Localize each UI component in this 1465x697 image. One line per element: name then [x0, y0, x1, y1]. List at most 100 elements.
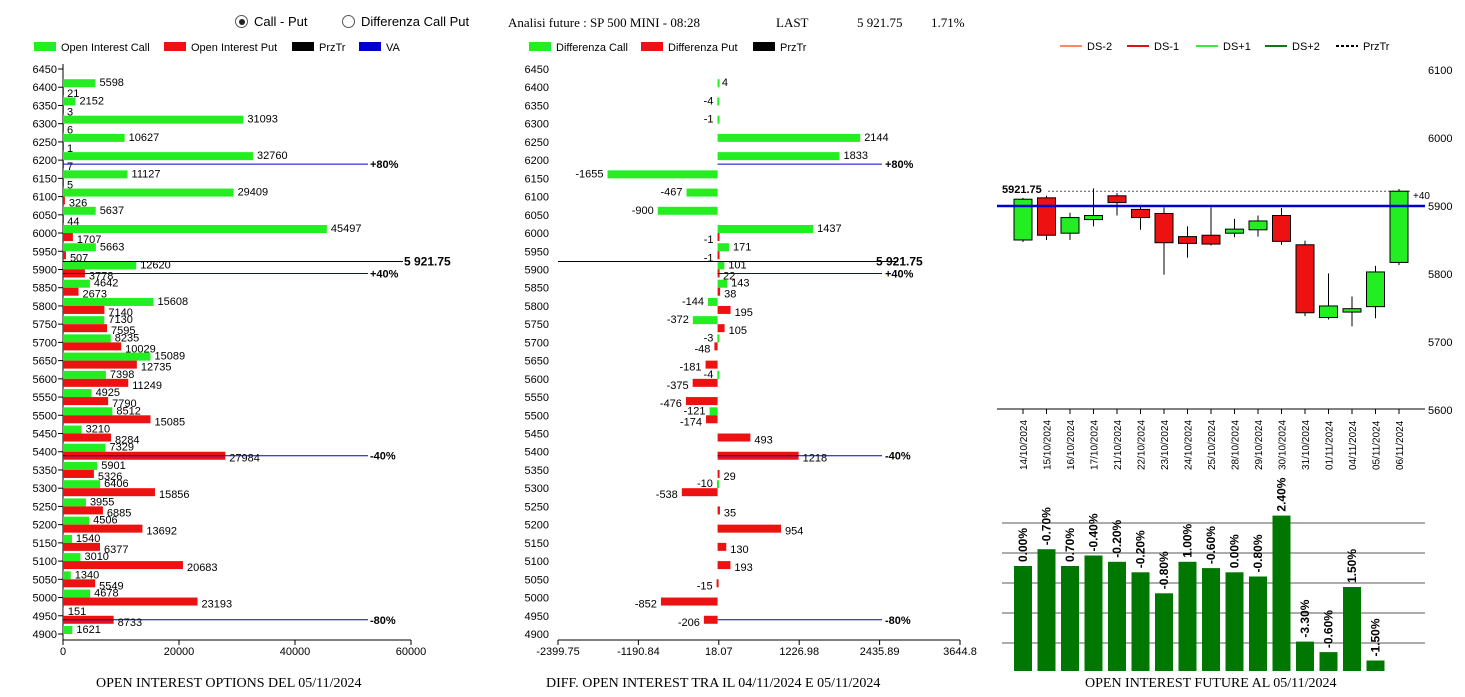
diff-call-bar-label: -121 [684, 405, 706, 417]
put-bar [63, 251, 66, 260]
diff-y-tick-label: 6400 [525, 82, 549, 94]
diff-y-tick-label: 6100 [525, 192, 549, 204]
call-bar [63, 225, 327, 234]
legend-label-3: VA [386, 42, 401, 54]
call-bar [63, 206, 96, 215]
put-bar [63, 597, 198, 606]
put-bar [63, 305, 105, 314]
candle-body [1248, 220, 1268, 231]
candle-y-tick-label: 6100 [1428, 65, 1452, 77]
diff-put-bar [717, 287, 721, 296]
call-bar [63, 626, 73, 634]
radio-unselected-icon[interactable] [342, 15, 355, 28]
radio-call-put-label: Call - Put [254, 14, 308, 29]
diff-put-bar-label: 105 [729, 325, 747, 337]
oi-y-tick-label: 5150 [33, 538, 57, 550]
call-bar [63, 279, 90, 288]
caption-oi-options: OPEN INTEREST OPTIONS DEL 05/11/2024 [96, 676, 362, 691]
oi-future-bar [1037, 549, 1056, 671]
call-bar [63, 152, 254, 161]
diff-put-bar-label: 195 [735, 307, 753, 319]
put-bar-label: 15085 [154, 416, 185, 428]
oi-y-tick-label: 5100 [33, 556, 57, 568]
oi-y-tick-label: 6450 [33, 64, 57, 76]
put-bar [63, 397, 109, 406]
call-bar [63, 316, 105, 325]
call-bar-label: 45497 [331, 223, 362, 235]
diff-call-bar [692, 316, 718, 325]
oi-y-tick-label: 5850 [33, 283, 57, 295]
diff-call-bar [607, 170, 718, 179]
level-label: -80% [370, 615, 396, 627]
put-bar-label: 15856 [159, 489, 190, 501]
diff-call-bar-label: -467 [661, 187, 683, 199]
diff-call-bar-label: -3 [704, 332, 714, 344]
candle-price-tag: +40 [1413, 191, 1430, 202]
candle-date-label: 06/11/2024 [1395, 420, 1406, 470]
call-bar [63, 352, 151, 361]
oi-future-bar-label: -1.50% [1369, 618, 1383, 656]
put-bar-label: 8733 [118, 617, 142, 629]
oi-y-tick-label: 5050 [33, 574, 57, 586]
oi-y-tick-label: 5300 [33, 483, 57, 495]
diff-call-bar [717, 279, 728, 288]
oi-future-bar-label: 1.00% [1181, 523, 1195, 557]
oi-y-tick-label: 5350 [33, 465, 57, 477]
diff-call-bar [717, 97, 720, 106]
diff-put-bar [717, 469, 720, 478]
oi-y-tick-label: 5000 [33, 593, 57, 605]
radio-selected-icon[interactable] [235, 15, 248, 28]
candle-date-label: 14/10/2024 [1019, 420, 1030, 470]
call-bar-label: 4506 [93, 515, 117, 527]
put-bar [63, 542, 100, 551]
diff-y-tick-label: 6200 [525, 155, 549, 167]
oi-future-bar [1249, 576, 1267, 671]
candle-date-label: 04/11/2024 [1348, 420, 1359, 470]
diff-put-bar-label: -206 [678, 617, 700, 629]
diff-call-bar-label: -4 [704, 369, 714, 381]
put-bar-label: 7595 [111, 325, 135, 337]
diff-call-bar [717, 115, 720, 124]
legend-label-0: Differenza Call [556, 42, 628, 54]
call-bar-label: 5598 [99, 77, 123, 89]
call-bar [63, 188, 234, 197]
call-bar-label: 4642 [94, 278, 118, 290]
call-bar [63, 243, 96, 252]
call-bar-label: 7398 [110, 369, 134, 381]
put-bar [63, 105, 64, 114]
call-bar-label: 5901 [101, 460, 125, 472]
call-bar [63, 534, 72, 543]
oi-future-bar [1366, 660, 1385, 671]
candle-body [1389, 190, 1409, 263]
diff-y-tick-label: 4900 [525, 629, 549, 641]
oi-x-tick-label: 60000 [396, 646, 427, 658]
oi-future-bar-label: 1.50% [1345, 549, 1359, 583]
oi-future-bar [1319, 652, 1338, 671]
diff-call-bar [709, 407, 718, 416]
oi-future-bar-label: 0.70% [1063, 528, 1077, 562]
diff-level-label: -80% [885, 615, 911, 627]
last-label: LAST [776, 15, 809, 30]
candle-body [1319, 305, 1338, 319]
diff-put-bar-label: 493 [754, 435, 772, 447]
put-bar [63, 342, 122, 351]
call-bar [63, 425, 82, 434]
oi-y-tick-label: 5400 [33, 447, 57, 459]
oi-future-bar [1014, 566, 1032, 671]
radio-call-put[interactable]: Call - Put [235, 14, 307, 29]
candle-body [1084, 215, 1103, 221]
diff-y-tick-label: 5850 [525, 283, 549, 295]
diff-y-tick-label: 5000 [525, 593, 549, 605]
call-bar [63, 607, 64, 616]
radio-diff-call-put[interactable]: Differenza Call Put [342, 14, 469, 29]
diff-put-bar [692, 378, 718, 387]
diff-x-tick-label: 18.07 [705, 646, 733, 658]
diff-put-bar-label: -181 [680, 362, 702, 374]
diff-call-bar [717, 152, 840, 161]
call-bar-label: 3010 [84, 551, 108, 563]
diff-call-bar-label: 1437 [817, 223, 841, 235]
oi-y-tick-label: 6350 [33, 100, 57, 112]
diff-call-bar-label: 143 [731, 278, 749, 290]
put-bar [63, 488, 155, 497]
diff-y-tick-label: 5950 [525, 246, 549, 258]
